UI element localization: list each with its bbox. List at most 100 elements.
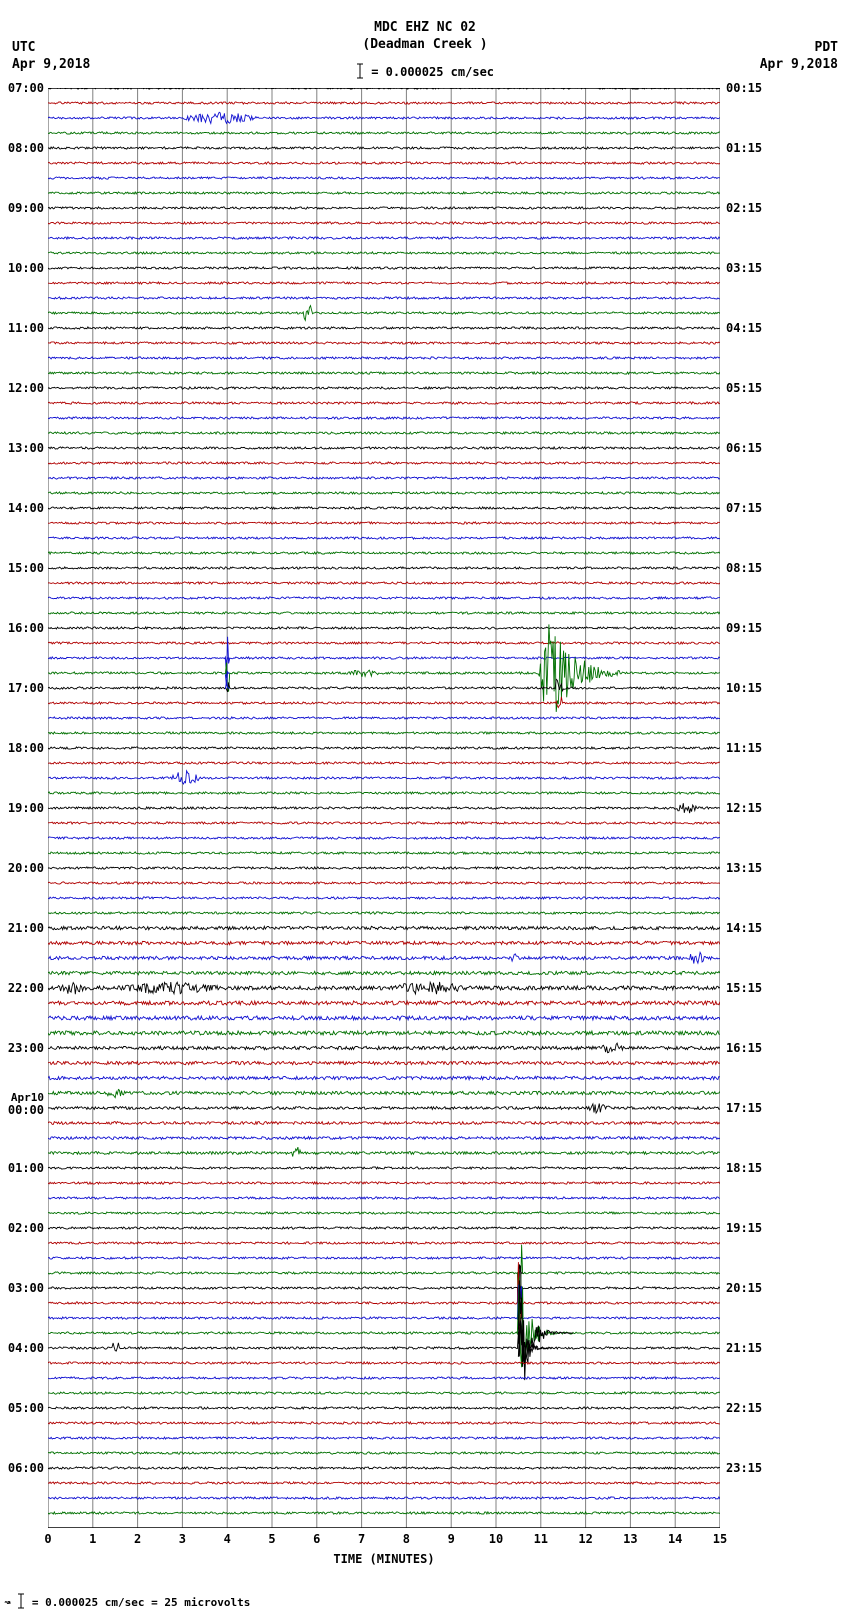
utc-hour-label: 05:00: [8, 1401, 44, 1415]
seismic-trace: [48, 252, 720, 254]
seismic-trace: [48, 162, 720, 164]
pdt-hour-label: 02:15: [726, 201, 762, 215]
seismogram-svg: [48, 88, 720, 1528]
x-tick: 13: [623, 1532, 637, 1546]
seismic-trace: [48, 1061, 720, 1064]
utc-hour-label: 07:00: [8, 81, 44, 95]
seismic-trace: [48, 507, 720, 509]
seismic-trace: [48, 926, 720, 929]
utc-hour-label: 09:00: [8, 201, 44, 215]
pdt-hour-label: 15:15: [726, 981, 762, 995]
seismic-trace: [48, 837, 720, 839]
seismic-trace: [48, 1090, 720, 1098]
left-tz-date: UTC Apr 9,2018: [12, 40, 90, 74]
pdt-hour-label: 12:15: [726, 801, 762, 815]
seismic-trace: [48, 624, 720, 712]
seismic-trace: [48, 372, 720, 374]
left-axis-labels: 07:0008:0009:0010:0011:0012:0013:0014:00…: [0, 88, 46, 1528]
seismic-trace: [48, 627, 720, 629]
seismic-trace: [48, 941, 720, 944]
pdt-hour-label: 07:15: [726, 501, 762, 515]
seismic-trace: [48, 1407, 720, 1409]
x-tick: 8: [403, 1532, 410, 1546]
seismic-trace: [48, 582, 720, 584]
right-tz: PDT: [815, 40, 838, 55]
seismic-trace: [48, 267, 720, 269]
utc-hour-label: 08:00: [8, 141, 44, 155]
header: UTC Apr 9,2018 MDC EHZ NC 02 (Deadman Cr…: [0, 0, 850, 79]
seismic-trace: [48, 1016, 720, 1020]
seismic-trace: [48, 297, 720, 299]
seismic-trace: [48, 342, 720, 344]
seismic-trace: [48, 1242, 720, 1244]
seismic-trace: [48, 803, 720, 813]
seismic-trace: [48, 402, 720, 404]
seismic-trace: [48, 1182, 720, 1184]
footer-scale: ↝ = 0.000025 cm/sec = 25 microvolts: [4, 1590, 250, 1609]
pdt-hour-label: 03:15: [726, 261, 762, 275]
seismic-trace: [48, 1285, 720, 1319]
seismic-trace: [48, 867, 720, 869]
pdt-hour-label: 14:15: [726, 921, 762, 935]
seismic-trace: [48, 882, 720, 884]
utc-hour-label: 16:00: [8, 621, 44, 635]
x-axis-label: TIME (MINUTES): [48, 1552, 720, 1566]
seismogram-plot: [48, 88, 720, 1528]
seismic-trace: [48, 1512, 720, 1514]
seismic-trace: [48, 1197, 720, 1199]
right-tz-date: PDT Apr 9,2018: [760, 40, 838, 74]
seismic-trace: [48, 771, 720, 784]
seismic-trace: [48, 1147, 720, 1156]
pdt-hour-label: 04:15: [726, 321, 762, 335]
pdt-hour-label: 23:15: [726, 1461, 762, 1475]
seismic-trace: [48, 1137, 720, 1140]
seismic-trace: [48, 971, 720, 974]
x-axis: 0123456789101112131415 TIME (MINUTES): [48, 1532, 720, 1566]
utc-hour-label: 23:00: [8, 1041, 44, 1055]
seismic-trace: [48, 1422, 720, 1424]
pdt-hour-label: 19:15: [726, 1221, 762, 1235]
seismic-trace: [48, 1452, 720, 1454]
seismic-trace: [48, 477, 720, 479]
seismic-trace: [48, 102, 720, 104]
seismic-trace: [48, 1482, 720, 1484]
seismic-trace: [48, 1467, 720, 1469]
seismic-trace: [48, 177, 720, 179]
x-tick: 4: [224, 1532, 231, 1546]
seismic-trace: [48, 132, 720, 134]
seismic-trace: [48, 522, 720, 524]
right-axis-labels: 00:1501:1502:1503:1504:1505:1506:1507:15…: [722, 88, 768, 1528]
utc-hour-label: 01:00: [8, 1161, 44, 1175]
seismic-trace: [48, 762, 720, 764]
x-tick: 1: [89, 1532, 96, 1546]
seismic-trace: [48, 1392, 720, 1394]
pdt-hour-label: 21:15: [726, 1341, 762, 1355]
pdt-hour-label: 10:15: [726, 681, 762, 695]
seismic-trace: [48, 612, 720, 614]
left-date: Apr 9,2018: [12, 57, 90, 72]
seismic-trace: [48, 387, 720, 389]
pdt-hour-label: 09:15: [726, 621, 762, 635]
utc-hour-label: 06:00: [8, 1461, 44, 1475]
x-tick: 15: [713, 1532, 727, 1546]
seismic-trace: [48, 1227, 720, 1229]
seismic-trace: [48, 147, 720, 149]
pdt-hour-label: 05:15: [726, 381, 762, 395]
x-tick: 0: [44, 1532, 51, 1546]
seismic-trace: [48, 732, 720, 734]
seismic-trace: [48, 1266, 720, 1330]
seismic-trace: [48, 192, 720, 194]
seismic-trace: [48, 237, 720, 239]
scale-bar-icon: [17, 1593, 25, 1612]
utc-hour-label: 18:00: [8, 741, 44, 755]
seismic-trace: [48, 642, 720, 644]
title-line2: (Deadman Creek ): [362, 37, 487, 52]
x-tick: 14: [668, 1532, 682, 1546]
seismic-trace: [48, 567, 720, 569]
seismic-trace: [48, 112, 720, 123]
seismic-trace: [48, 1122, 720, 1125]
pdt-hour-label: 16:15: [726, 1041, 762, 1055]
utc-hour-label: 15:00: [8, 561, 44, 575]
utc-hour-label: 10:00: [8, 261, 44, 275]
pdt-hour-label: 08:15: [726, 561, 762, 575]
